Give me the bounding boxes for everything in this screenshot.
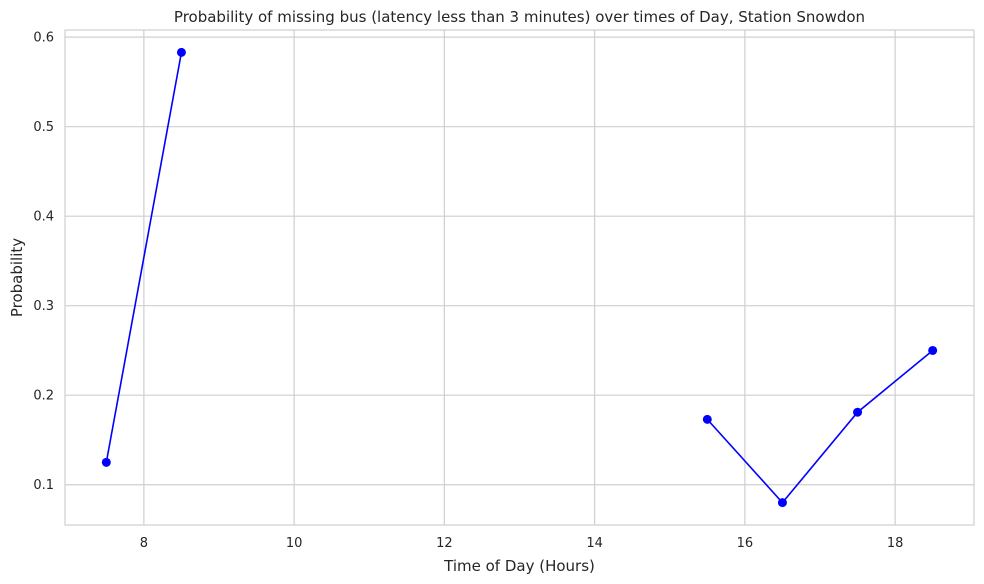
y-tick-label: 0.5 [33, 120, 54, 135]
x-tick-label: 10 [286, 536, 303, 551]
grid [65, 30, 974, 525]
chart-title: Probability of missing bus (latency less… [174, 8, 865, 26]
data-point-marker [777, 498, 787, 508]
tick-labels: 8 10 12 14 16 18 0.1 0.2 0.3 0.4 0.5 0.6 [33, 31, 903, 551]
data-point-marker [702, 414, 712, 424]
x-tick-label: 8 [140, 536, 148, 551]
series-line-segment [105, 52, 183, 463]
data-point-marker [853, 407, 863, 417]
x-tick-label: 14 [586, 536, 603, 551]
x-tick-label: 18 [887, 536, 904, 551]
y-tick-label: 0.4 [33, 210, 54, 225]
series-line-segment [706, 349, 934, 504]
data-series [101, 47, 938, 508]
y-tick-label: 0.3 [33, 299, 54, 314]
y-tick-label: 0.6 [33, 31, 54, 46]
data-point-marker [176, 47, 186, 57]
plot-frame [64, 29, 975, 526]
x-axis-label: Time of Day (Hours) [443, 557, 595, 575]
data-point-marker [101, 457, 111, 467]
data-point-marker [928, 345, 938, 355]
y-tick-label: 0.2 [33, 389, 54, 404]
x-tick-label: 16 [737, 536, 754, 551]
y-axis-label: Probability [8, 238, 26, 317]
y-tick-label: 0.1 [33, 478, 54, 493]
x-tick-label: 12 [436, 536, 453, 551]
